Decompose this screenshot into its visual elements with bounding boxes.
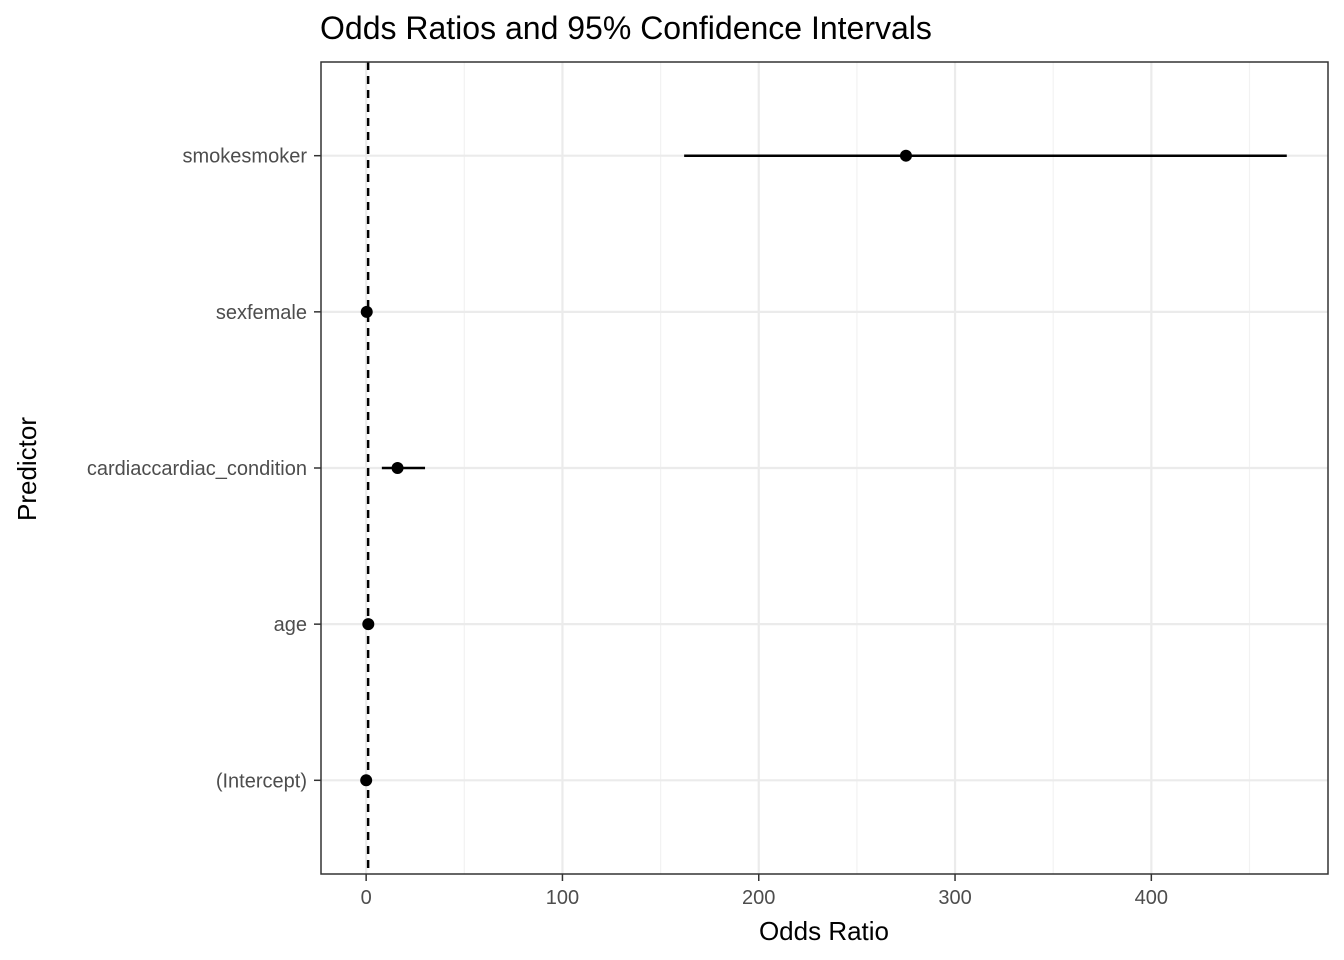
x-tick-label: 300 [938, 887, 971, 909]
y-axis: smokesmoker sexfemale cardiaccardiac_condi… [87, 146, 321, 792]
y-tick-label: smokesmoker [183, 146, 308, 168]
estimate-point [360, 774, 373, 787]
chart-title: Odds Ratios and 95% Confidence Intervals [320, 10, 932, 46]
x-tick-label: 0 [361, 887, 372, 909]
estimate-point [391, 462, 404, 474]
x-tick-label: 200 [742, 887, 775, 909]
estimate-point [899, 149, 912, 162]
grid [321, 62, 1328, 874]
x-tick-label: 100 [546, 887, 579, 909]
y-tick-label: (Intercept) [216, 770, 307, 792]
estimate-point [360, 305, 373, 318]
y-tick-label: sexfemale [216, 302, 307, 324]
y-tick-label: cardiaccardiac_condition [87, 458, 307, 480]
y-tick-label: age [274, 614, 307, 636]
data-marks [360, 149, 1287, 787]
estimate-point [362, 618, 375, 631]
x-axis-title: Odds Ratio [759, 916, 889, 946]
x-axis: 0 100 200 300 400 [361, 874, 1168, 909]
y-axis-title: Predictor [12, 417, 42, 521]
x-tick-label: 400 [1135, 887, 1168, 909]
